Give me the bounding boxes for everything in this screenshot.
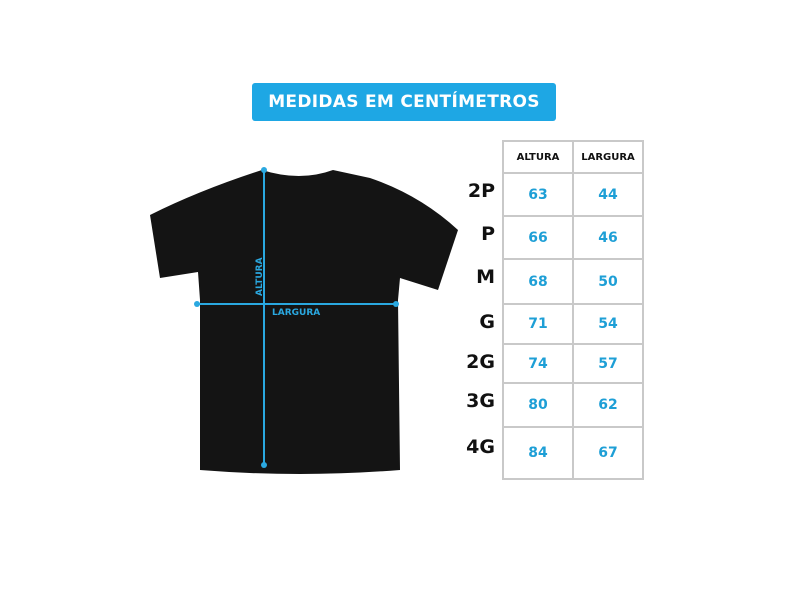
cell-largura: 67 — [572, 426, 644, 480]
cell-altura: 66 — [502, 215, 574, 260]
height-line-endpoint — [261, 167, 267, 173]
size-label: 2P — [467, 180, 495, 202]
table-row: 74 57 — [502, 343, 644, 384]
size-table: ALTURA LARGURA 63 44 66 46 68 50 71 54 74 57 80 62 8… — [502, 140, 644, 480]
cell-altura: 84 — [502, 426, 574, 480]
size-label: 3G — [466, 390, 495, 412]
size-label: P — [481, 223, 495, 245]
size-label: G — [479, 311, 495, 333]
cell-altura: 74 — [502, 343, 574, 384]
cell-largura: 54 — [572, 303, 644, 345]
height-label: ALTURA — [255, 257, 265, 296]
table-row: 63 44 — [502, 172, 644, 217]
tshirt-diagram: ALTURA LARGURA — [150, 167, 458, 474]
table-header-row: ALTURA LARGURA — [502, 140, 644, 174]
cell-largura: 57 — [572, 343, 644, 384]
size-label: M — [476, 266, 495, 288]
tshirt-image — [150, 170, 458, 474]
cell-altura: 68 — [502, 258, 574, 305]
width-label: LARGURA — [272, 308, 320, 318]
cell-altura: 71 — [502, 303, 574, 345]
cell-altura: 80 — [502, 382, 574, 428]
cell-largura: 46 — [572, 215, 644, 260]
width-line-endpoint — [194, 301, 200, 307]
header-altura: ALTURA — [502, 140, 574, 174]
table-row: 68 50 — [502, 258, 644, 305]
cell-largura: 50 — [572, 258, 644, 305]
table-row: 80 62 — [502, 382, 644, 428]
cell-largura: 44 — [572, 172, 644, 217]
header-largura: LARGURA — [572, 140, 644, 174]
table-row: 84 67 — [502, 426, 644, 480]
height-line-endpoint — [261, 462, 267, 468]
table-row: 71 54 — [502, 303, 644, 345]
size-label: 4G — [466, 436, 495, 458]
cell-largura: 62 — [572, 382, 644, 428]
width-line-endpoint — [393, 301, 399, 307]
cell-altura: 63 — [502, 172, 574, 217]
title-banner: MEDIDAS EM CENTÍMETROS — [252, 83, 556, 121]
size-label: 2G — [466, 351, 495, 373]
table-row: 66 46 — [502, 215, 644, 260]
